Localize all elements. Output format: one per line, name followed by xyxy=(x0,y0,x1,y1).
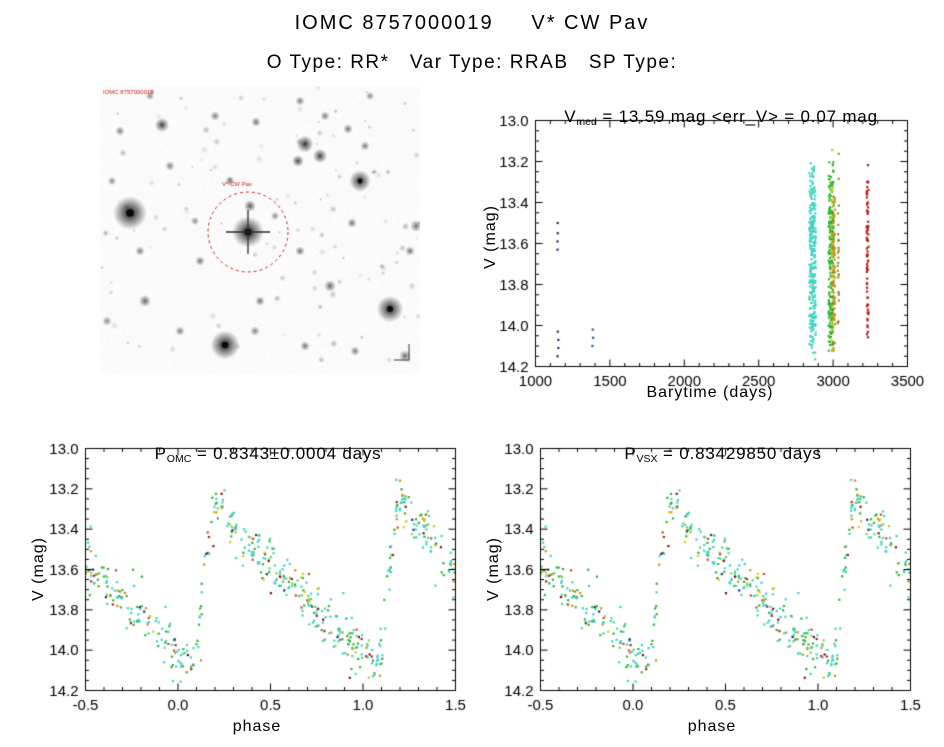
lightcurve-plot xyxy=(495,108,925,393)
phase-omc-plot xyxy=(42,440,472,725)
lightcurve-ylabel: V (mag) xyxy=(482,205,499,269)
phase-vsx-ylabel: V (mag) xyxy=(485,537,502,601)
phase-omc-ylabel: V (mag) xyxy=(30,537,47,601)
finder-chart-image xyxy=(100,86,420,373)
lightcurve-xlabel: Barytime (days) xyxy=(646,384,774,401)
page-title: IOMC 8757000019 V* CW Pav xyxy=(294,12,650,34)
phase-vsx-plot xyxy=(497,440,927,725)
phase-vsx-xlabel: phase xyxy=(687,718,737,735)
page-subtitle: O Type: RR* Var Type: RRAB SP Type: xyxy=(266,52,678,73)
phase-omc-xlabel: phase xyxy=(232,718,282,735)
